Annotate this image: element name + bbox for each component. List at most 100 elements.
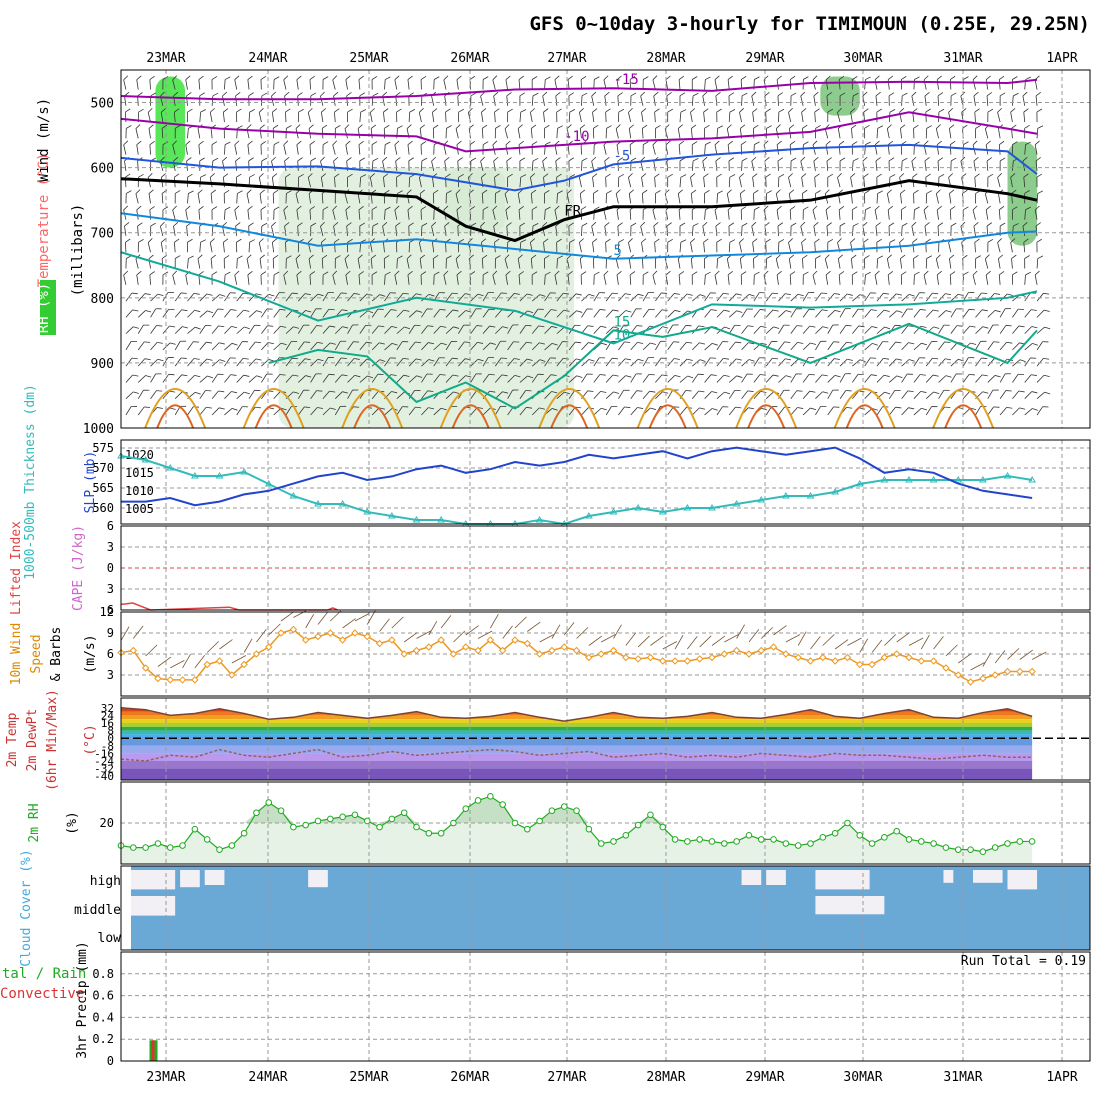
barb-shaft (285, 96, 286, 106)
barb-shaft (642, 177, 644, 187)
top-day-label: 28MAR (646, 51, 685, 66)
barb-flag (986, 76, 991, 80)
barb-flag (636, 306, 642, 311)
wind-barb (877, 308, 890, 321)
wind-barb (914, 372, 926, 385)
barb-flag (181, 356, 187, 361)
barb-shaft (998, 177, 1001, 187)
barb-flag (223, 174, 228, 178)
barb-flag (1026, 77, 1031, 80)
barb-flag (207, 374, 213, 380)
barb-shaft (195, 655, 205, 668)
barb-shaft (975, 375, 982, 383)
barb-flag (519, 141, 524, 144)
wind-barb (187, 239, 192, 252)
barb-shaft (1037, 259, 1038, 269)
wind-barb (1000, 340, 1012, 353)
barb-flag (145, 356, 151, 362)
wind-barb (852, 293, 865, 305)
barb-shaft (963, 391, 970, 399)
barb-flag (157, 405, 163, 411)
barb-flag (261, 141, 266, 144)
wind-barb (754, 307, 766, 320)
wind-barb (247, 206, 254, 220)
barb-flag (242, 404, 248, 409)
barb-shaft (136, 259, 138, 269)
barb-flag (838, 255, 843, 259)
barb-shaft (705, 275, 706, 285)
barb-flag (197, 255, 202, 259)
barb-shaft (705, 293, 711, 301)
wind-barb (581, 223, 587, 236)
barb-flag (839, 141, 844, 144)
barb-flag (1007, 340, 1013, 346)
wind-barb (1022, 92, 1029, 106)
barb-flag (236, 109, 241, 112)
wind-barb (237, 404, 248, 418)
barb-flag (791, 223, 796, 226)
barb-shaft (126, 293, 132, 301)
barb-flag (212, 207, 217, 210)
barb-flag (993, 322, 999, 327)
barb-flag (749, 357, 755, 363)
barb-shaft (877, 193, 878, 203)
barb-flag (187, 239, 192, 242)
barb-shaft (715, 80, 717, 90)
barb-shaft (211, 193, 212, 203)
barb-shaft (865, 310, 871, 318)
wind-barb (975, 373, 987, 386)
wind-barb (899, 108, 907, 122)
barb-flag (875, 76, 880, 80)
barb-shaft (493, 80, 495, 90)
barb-shaft (742, 309, 747, 317)
wind-barb (815, 125, 820, 138)
wind-barb (972, 141, 980, 155)
barb-shaft (126, 310, 133, 317)
barb-shaft (173, 210, 176, 220)
barb-shaft (802, 177, 804, 187)
wind-barb (988, 373, 1001, 386)
barb-flag (662, 307, 668, 313)
barb-flag (151, 93, 156, 96)
barb-flag (653, 222, 658, 226)
wind-barb (1012, 324, 1024, 337)
wind-barb (187, 256, 193, 269)
wind-barb (640, 222, 648, 236)
barb-flag (739, 239, 745, 243)
wind-barb (717, 125, 723, 138)
barb-shaft (814, 96, 816, 106)
barb-shaft (963, 374, 969, 382)
barb-flag (261, 272, 266, 275)
isotherm--15 (121, 80, 1037, 100)
wind-barb (815, 390, 828, 403)
barb-shaft (212, 408, 219, 415)
barb-flag (812, 206, 818, 210)
barb-flag (244, 325, 250, 331)
wind-barb (865, 324, 878, 337)
barb-flag (779, 109, 784, 112)
barb-flag (686, 388, 692, 393)
wind-barb (754, 142, 760, 155)
barb-flag (790, 272, 795, 275)
wind-barb (975, 390, 988, 403)
barb-flag (150, 206, 155, 209)
wind-barb (518, 125, 525, 139)
barb-flag (888, 141, 893, 145)
barb-shaft (813, 80, 815, 90)
wind-barb (163, 307, 175, 320)
barb-shaft (458, 226, 459, 236)
barb-flag (631, 158, 636, 161)
wind-barb (692, 93, 698, 106)
wind-barb (790, 76, 796, 89)
barb-shaft (668, 293, 674, 301)
wind-barb (630, 141, 636, 154)
barb-shaft (739, 112, 741, 122)
wind-barb (185, 141, 192, 155)
wind-barb (951, 93, 956, 106)
barb-flag (604, 92, 609, 96)
barb-flag (643, 77, 648, 80)
barb-flag (131, 404, 137, 409)
wind-barb (975, 174, 981, 187)
barb-flag (813, 222, 818, 226)
